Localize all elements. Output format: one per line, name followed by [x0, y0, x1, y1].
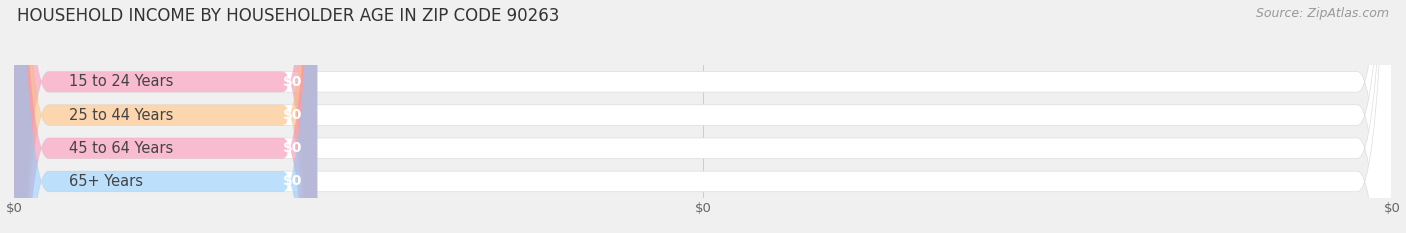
Text: Source: ZipAtlas.com: Source: ZipAtlas.com	[1256, 7, 1389, 20]
FancyBboxPatch shape	[14, 0, 1392, 233]
FancyBboxPatch shape	[14, 0, 318, 233]
FancyBboxPatch shape	[14, 0, 1392, 233]
FancyBboxPatch shape	[14, 0, 318, 233]
FancyBboxPatch shape	[14, 0, 1392, 233]
Text: 45 to 64 Years: 45 to 64 Years	[69, 141, 173, 156]
FancyBboxPatch shape	[14, 0, 318, 233]
Text: $0: $0	[283, 108, 302, 122]
Text: 65+ Years: 65+ Years	[69, 174, 142, 189]
Text: $0: $0	[283, 141, 302, 155]
Text: HOUSEHOLD INCOME BY HOUSEHOLDER AGE IN ZIP CODE 90263: HOUSEHOLD INCOME BY HOUSEHOLDER AGE IN Z…	[17, 7, 560, 25]
FancyBboxPatch shape	[14, 0, 318, 233]
FancyBboxPatch shape	[14, 0, 1392, 233]
Text: 15 to 24 Years: 15 to 24 Years	[69, 74, 173, 89]
Text: 25 to 44 Years: 25 to 44 Years	[69, 108, 173, 123]
Text: $0: $0	[283, 75, 302, 89]
Text: $0: $0	[283, 175, 302, 188]
